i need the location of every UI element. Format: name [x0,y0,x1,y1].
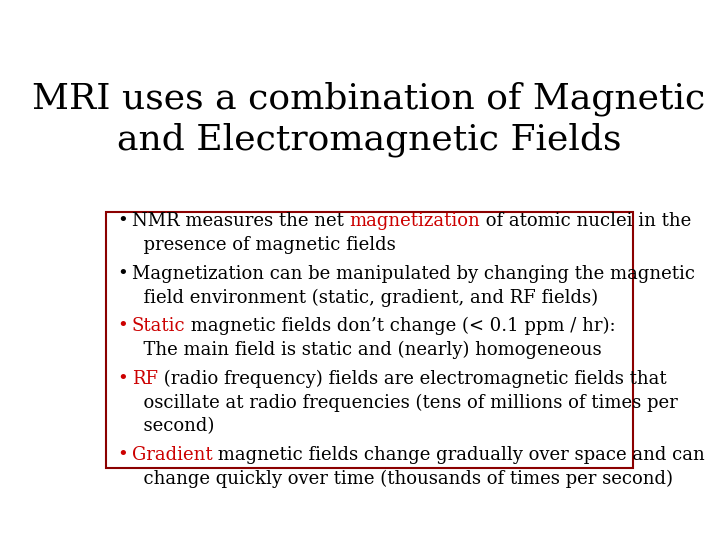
Text: The main field is static and (nearly) homogeneous: The main field is static and (nearly) ho… [132,341,601,359]
Text: field environment (static, gradient, and RF fields): field environment (static, gradient, and… [132,288,598,307]
Text: •: • [117,212,127,231]
Text: RF: RF [132,369,158,388]
Text: of atomic nuclei in the: of atomic nuclei in the [480,212,691,231]
Text: second): second) [132,417,215,435]
Text: presence of magnetic fields: presence of magnetic fields [132,236,395,254]
Text: Gradient: Gradient [132,446,212,464]
Text: (radio frequency) fields are electromagnetic fields that: (radio frequency) fields are electromagn… [158,369,667,388]
Text: oscillate at radio frequencies (tens of millions of times per: oscillate at radio frequencies (tens of … [132,393,678,411]
Text: Magnetization can be manipulated by changing the magnetic: Magnetization can be manipulated by chan… [132,265,695,283]
Text: •: • [117,265,127,283]
Text: MRI uses a combination of Magnetic
and Electromagnetic Fields: MRI uses a combination of Magnetic and E… [32,82,706,157]
FancyBboxPatch shape [106,212,633,468]
Text: magnetization: magnetization [349,212,480,231]
Text: magnetic fields don’t change (< 0.1 ppm / hr):: magnetic fields don’t change (< 0.1 ppm … [186,317,616,335]
Text: •: • [117,369,127,388]
Text: NMR measures the net: NMR measures the net [132,212,349,231]
Text: change quickly over time (thousands of times per second): change quickly over time (thousands of t… [132,469,673,488]
Text: magnetic fields change gradually over space and can: magnetic fields change gradually over sp… [212,446,705,464]
Text: •: • [117,446,127,464]
Text: •: • [117,317,127,335]
Text: Static: Static [132,317,186,335]
